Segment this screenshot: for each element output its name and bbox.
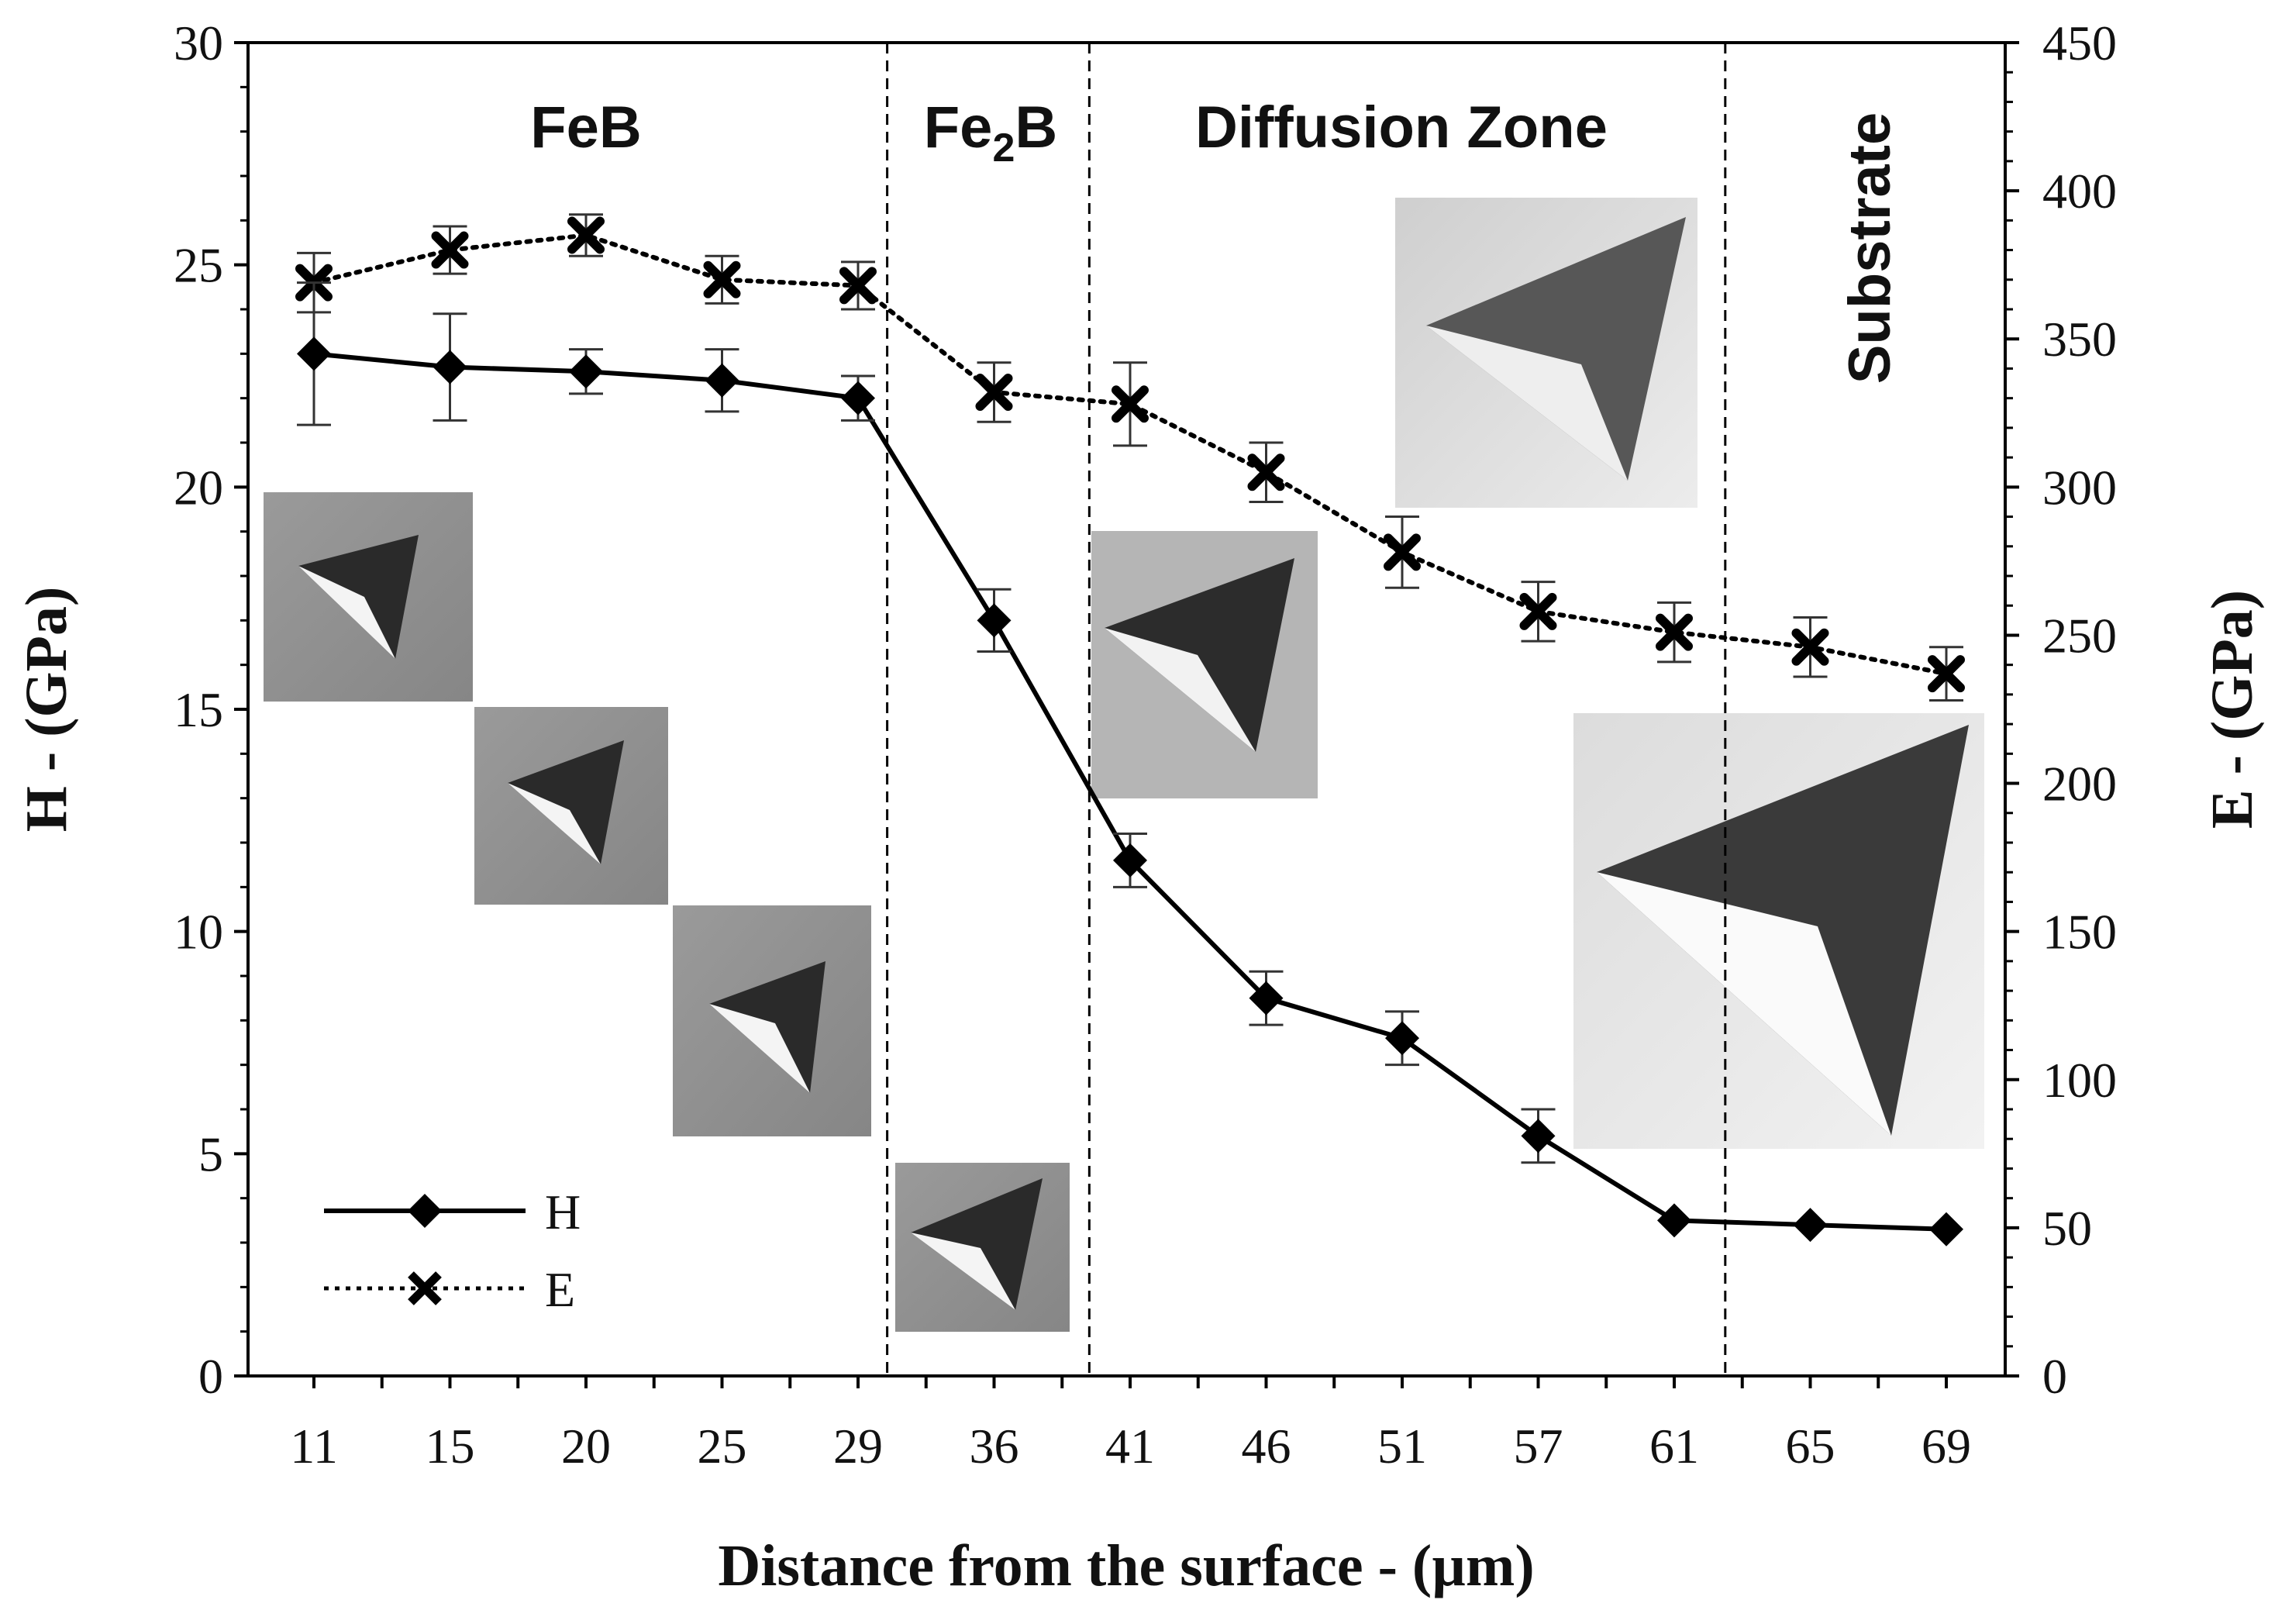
zone-label-fe2b: Fe2B [924, 95, 1058, 171]
series-h-marker [1929, 1212, 1963, 1246]
right-tick-label: 350 [2042, 312, 2117, 367]
legend-marker-h [408, 1194, 442, 1228]
legend: H E [324, 1184, 581, 1317]
series-e-marker-stroke [1791, 628, 1829, 666]
series-h-marker [297, 336, 331, 371]
legend-label-h: H [545, 1184, 581, 1240]
series-e-marker-stroke [1519, 592, 1557, 630]
left-y-axis: 0 5 10 15 20 25 30 [174, 16, 248, 1404]
zone-label-substrate: Substrate [1837, 112, 1903, 384]
x-tick-label: 57 [1514, 1419, 1563, 1474]
series-e [295, 213, 1965, 702]
x-tick-label: 11 [290, 1419, 338, 1474]
x-axis-title: Distance from the surface - (µm) [718, 1533, 1534, 1598]
legend-label-e: E [545, 1262, 575, 1317]
zone-label-feb: FeB [530, 95, 642, 160]
x-tick-label: 25 [698, 1419, 747, 1474]
left-tick-label: 0 [198, 1349, 223, 1404]
x-tick-label: 29 [833, 1419, 883, 1474]
series-h-marker [1385, 1021, 1419, 1056]
x-tick-label: 36 [970, 1419, 1019, 1474]
zone-separators [886, 43, 1727, 1376]
left-tick-label: 5 [198, 1126, 223, 1181]
series-e-marker [703, 260, 741, 298]
series-h-marker [841, 381, 875, 415]
indent-image-diffusion-2 [1395, 198, 1697, 508]
right-tick-label: 100 [2042, 1053, 2117, 1108]
left-tick-label: 10 [174, 905, 223, 960]
left-tick-label: 25 [174, 238, 223, 293]
x-tick-label: 15 [426, 1419, 475, 1474]
x-tick-label: 51 [1377, 1419, 1427, 1474]
y-axis-title-left: H - (GPa) [14, 587, 79, 833]
series-e-marker [1928, 655, 1965, 693]
right-tick-label: 400 [2042, 164, 2117, 219]
series-e-marker-stroke [1384, 533, 1421, 571]
indent-image-feb-1 [264, 492, 473, 702]
series-e-marker [1791, 628, 1829, 666]
series-h-marker [977, 603, 1012, 638]
series-h-marker [1793, 1208, 1828, 1243]
series-e-marker-stroke [431, 231, 469, 269]
x-axis: 11 15 20 25 29 36 41 46 51 57 61 65 69 [290, 1376, 1971, 1474]
x-tick-label: 69 [1921, 1419, 1971, 1474]
series-e-marker [975, 374, 1013, 412]
right-tick-label: 50 [2042, 1201, 2092, 1256]
series-h-marker [569, 354, 603, 389]
series-e-marker-stroke [1656, 613, 1693, 651]
series-e-marker-stroke [1112, 385, 1149, 423]
series-e-marker-stroke [975, 374, 1013, 412]
series-e-marker [431, 231, 469, 269]
series-e-marker [1384, 533, 1421, 571]
series-e-marker-stroke [1247, 453, 1285, 491]
series-h-marker [1249, 981, 1284, 1015]
series-h [297, 281, 1963, 1246]
right-tick-label: 150 [2042, 905, 2117, 960]
series-h-marker [1113, 843, 1147, 878]
y-axis-title-right: E - (GPa) [2200, 590, 2265, 829]
indent-image-substrate [1573, 713, 1984, 1149]
indent-image-feb-3 [673, 905, 871, 1136]
series-e-marker [567, 216, 605, 254]
indent-image-fe2b [895, 1163, 1070, 1332]
left-tick-label: 30 [174, 16, 223, 71]
indent-image-feb-2 [474, 707, 668, 905]
series-e-marker [1656, 613, 1693, 651]
x-tick-label: 61 [1649, 1419, 1699, 1474]
series-e-marker-stroke [567, 216, 605, 254]
x-tick-label: 41 [1105, 1419, 1155, 1474]
zone-label-diffusion: Diffusion Zone [1195, 95, 1608, 160]
legend-marker-e [408, 1271, 442, 1305]
indent-image-diffusion-1 [1091, 531, 1318, 798]
series-e-marker [839, 267, 877, 305]
series-e-marker-stroke [1928, 655, 1965, 693]
series-h-marker [705, 363, 739, 398]
right-tick-label: 250 [2042, 608, 2117, 663]
x-tick-label: 65 [1786, 1419, 1835, 1474]
right-tick-label: 0 [2042, 1349, 2067, 1404]
series-e-marker-stroke [703, 260, 741, 298]
series-h-marker [1657, 1203, 1691, 1238]
series-e-marker [1519, 592, 1557, 630]
left-tick-label: 15 [174, 682, 223, 737]
series-e-marker [1112, 385, 1149, 423]
right-y-axis: 0 50 100 150 200 250 300 350 400 450 [2005, 16, 2117, 1404]
series-h-marker [433, 350, 467, 384]
series-e-marker-stroke [839, 267, 877, 305]
series-h-marker [1521, 1119, 1556, 1153]
right-tick-label: 450 [2042, 16, 2117, 71]
right-tick-label: 300 [2042, 460, 2117, 515]
x-tick-label: 20 [561, 1419, 611, 1474]
series-e-marker [1247, 453, 1285, 491]
left-tick-label: 20 [174, 460, 223, 515]
x-tick-label: 46 [1242, 1419, 1291, 1474]
right-tick-label: 200 [2042, 757, 2117, 812]
